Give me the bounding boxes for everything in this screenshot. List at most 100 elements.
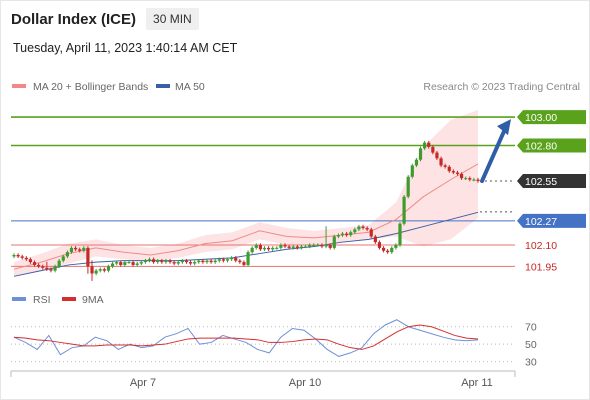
candle-body <box>439 158 443 166</box>
forecast-arrow-shaft <box>480 127 507 184</box>
x-axis: Apr 7 Apr 10 Apr 11 <box>10 370 516 389</box>
candle-body <box>377 242 382 248</box>
candle-body <box>365 227 369 230</box>
timestamp: Tuesday, April 11, 2023 1:40:14 AM CET <box>13 41 238 55</box>
candle-body <box>28 259 33 263</box>
candle-body <box>320 245 324 247</box>
level-label-102.55: 102.55 <box>525 176 557 188</box>
candle-body <box>16 254 20 257</box>
candle-body <box>32 262 37 265</box>
candle-body <box>193 262 197 264</box>
candle-body <box>45 267 49 270</box>
rsi-ma-legend-swatch <box>62 297 76 301</box>
candle-body <box>24 257 28 260</box>
candle-body <box>303 246 308 248</box>
candle-body <box>262 247 267 250</box>
interval-badge[interactable]: 30 MIN <box>146 8 199 30</box>
candle-body <box>119 262 123 265</box>
x-tick-label: Apr 10 <box>289 377 321 389</box>
candle-body <box>164 260 168 263</box>
candle-body <box>459 173 464 179</box>
candle-body <box>254 245 258 248</box>
candle-body <box>271 247 275 250</box>
candle-body <box>20 256 24 258</box>
candle-body <box>447 166 451 172</box>
candle-body <box>287 246 291 248</box>
candle-body <box>361 226 365 228</box>
candle-body <box>398 223 402 246</box>
candle-body <box>414 159 419 166</box>
level-label-bg-102.55 <box>517 174 586 189</box>
candle-body <box>443 165 447 167</box>
rsi-legend-swatch <box>12 297 26 301</box>
candle-body <box>49 269 53 271</box>
candle-body <box>139 262 143 264</box>
level-label-bg-102.27 <box>517 213 586 228</box>
candle-body <box>238 260 242 263</box>
candle-body <box>123 262 127 265</box>
candle-body <box>353 229 357 233</box>
candle-body <box>455 172 460 174</box>
level-label-101.95: 101.95 <box>525 261 557 273</box>
candle-body <box>98 269 102 271</box>
candle-body <box>168 260 172 263</box>
candle-body <box>451 171 455 173</box>
candle-body <box>152 259 156 263</box>
candle-body <box>86 247 90 267</box>
level-label-102.10: 102.10 <box>525 240 557 252</box>
candle-body <box>332 236 336 248</box>
candle-body <box>106 266 111 271</box>
ma20-legend-label: MA 20 + Bollinger Bands <box>33 81 148 93</box>
candle-body <box>427 142 431 147</box>
candle-body <box>172 262 176 264</box>
candle-body <box>291 246 295 248</box>
candle-body <box>336 235 340 237</box>
candle-body <box>340 233 345 236</box>
bollinger-band <box>14 109 478 277</box>
candle-body <box>53 266 57 271</box>
candle-body <box>184 260 189 263</box>
candle-body <box>176 262 180 264</box>
candle-body <box>213 260 217 263</box>
ma20-legend-swatch <box>12 84 26 88</box>
candle-body <box>472 179 476 181</box>
ma50-legend-swatch <box>156 84 170 88</box>
candle-body <box>82 247 86 251</box>
candle-body <box>205 260 209 263</box>
candle-body <box>468 178 472 180</box>
candle-body <box>127 262 131 264</box>
candle-body <box>423 142 427 149</box>
level-label-102.27: 102.27 <box>525 216 557 228</box>
candle-body <box>230 257 234 260</box>
forecast-arrow-head <box>497 119 511 136</box>
candle-body <box>349 232 353 236</box>
candle-body <box>188 262 193 264</box>
candle-body <box>308 245 312 247</box>
level-label-bg-103.00 <box>517 110 586 125</box>
candle-body <box>386 250 390 253</box>
candle-body <box>143 260 147 263</box>
candle-body <box>258 245 262 250</box>
level-label-103.00: 103.00 <box>525 112 557 124</box>
candle-body <box>197 260 201 263</box>
candle-body <box>115 262 119 264</box>
candle-body <box>61 256 65 261</box>
rsi-tick-70: 70 <box>525 322 537 334</box>
rsi-ma-legend-label: 9MA <box>82 294 104 306</box>
candle-body <box>180 260 184 263</box>
candle-body <box>316 245 320 247</box>
candle-body <box>324 245 328 247</box>
level-label-bg-102.80 <box>517 138 586 153</box>
candle-body <box>65 252 69 257</box>
main-plot-area: 103.00 102.80 102.55 102.27 102.10 101.95 <box>11 109 586 281</box>
candle-body <box>234 257 238 261</box>
rsi-line <box>13 319 479 357</box>
candle-body <box>369 229 373 237</box>
x-tick-label: Apr 11 <box>461 377 493 389</box>
candle-body <box>312 245 316 247</box>
candle-body <box>209 260 213 263</box>
candle-body <box>156 260 160 263</box>
candle-body <box>275 247 279 249</box>
candle-body <box>357 226 361 230</box>
